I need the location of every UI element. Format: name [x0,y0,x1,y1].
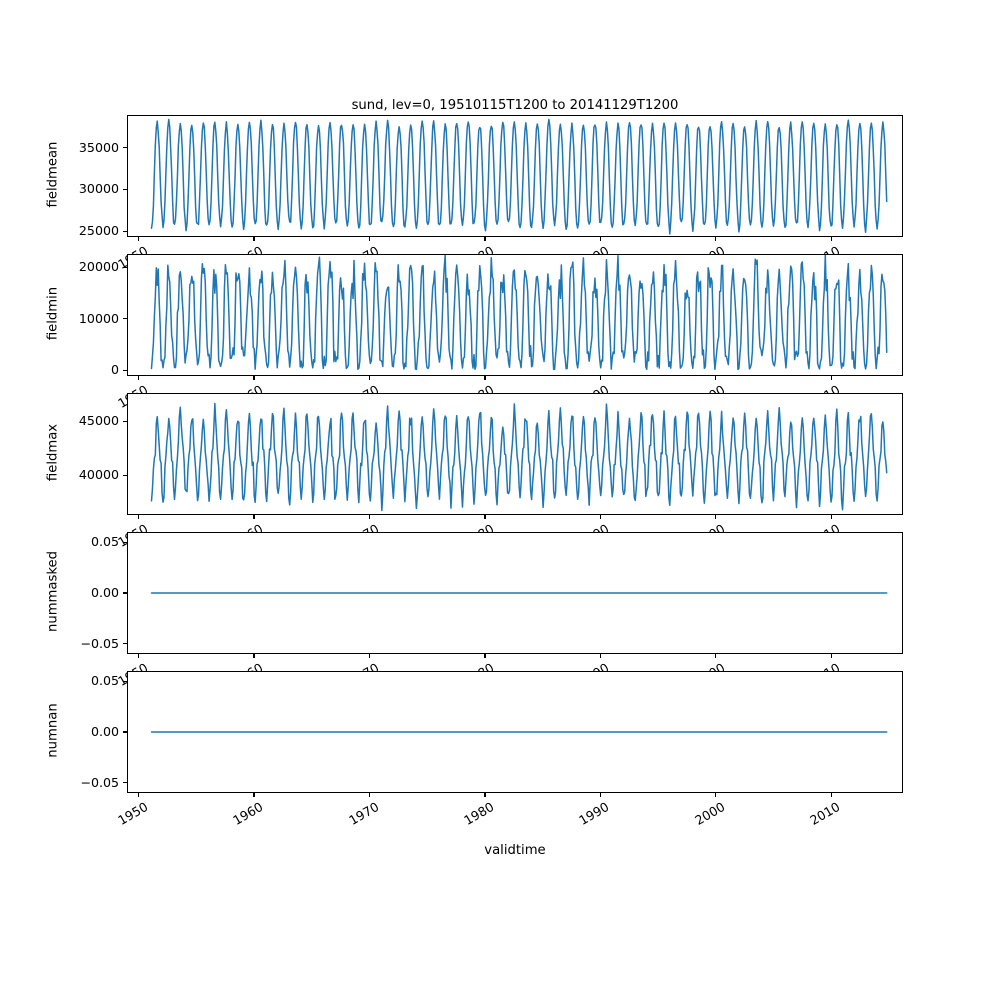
y-tick-label: 45000 [78,413,119,429]
x-tick-mark [830,515,832,519]
x-tick-mark [830,793,832,797]
x-axis-label: validtime [484,843,546,858]
y-axis-label-numnan: numnan [45,703,61,758]
subplot-fieldmean [127,115,903,237]
y-tick-mark [123,369,127,371]
x-tick-mark [484,793,486,797]
y-tick-mark [123,680,127,682]
y-tick-mark [123,731,127,733]
x-tick-mark [484,515,486,519]
x-tick-mark [715,376,717,380]
y-tick-mark [123,541,127,543]
x-tick-mark [137,515,140,519]
x-tick-mark [137,376,140,380]
x-tick-mark [137,793,140,797]
x-tick-mark [599,793,601,797]
x-tick-label: 1970 [345,799,381,829]
y-tick-mark [123,782,127,784]
x-tick-mark [830,237,832,241]
y-tick-mark [123,188,127,190]
x-tick-mark [368,376,371,380]
y-tick-mark [123,420,127,422]
y-tick-label: 40000 [78,467,119,483]
data-line-fieldmin [150,255,888,371]
x-tick-mark [830,376,832,380]
x-tick-mark [253,376,255,380]
subplot-numnan [127,671,903,793]
y-tick-mark [123,474,127,476]
y-tick-mark [123,592,127,594]
x-tick-mark [253,793,255,797]
x-tick-mark [137,654,140,658]
x-tick-label: 1990 [576,799,612,829]
y-axis-label-fieldmean: fieldmean [45,141,61,208]
x-tick-mark [484,654,486,658]
subplot-fieldmax [127,393,903,515]
y-tick-label: 0 [110,362,119,378]
x-tick-mark [599,237,601,241]
y-tick-label: 0.00 [90,724,119,739]
x-tick-mark [368,654,371,658]
y-tick-mark [123,147,127,149]
x-tick-mark [253,515,255,519]
x-tick-mark [830,654,832,658]
y-axis-label-nummasked: nummasked [45,551,61,633]
y-tick-label: −0.05 [80,635,119,651]
y-tick-label: 10000 [78,310,119,326]
y-axis-label-fieldmax: fieldmax [45,423,61,482]
x-tick-mark [715,237,717,241]
x-tick-mark [715,654,717,658]
data-line-fieldmean [150,118,888,235]
y-tick-label: −0.05 [80,774,119,790]
data-line-fieldmax [150,402,888,512]
x-tick-mark [599,515,601,519]
y-tick-mark [123,266,127,268]
y-tick-mark [123,318,127,320]
x-tick-mark [368,793,371,797]
x-tick-mark [253,237,255,241]
y-tick-label: 0.00 [90,585,119,600]
figure-title: sund, lev=0, 19510115T1200 to 20141129T1… [351,98,679,113]
x-tick-mark [599,654,601,658]
x-tick-mark [368,237,371,241]
x-tick-mark [484,376,486,380]
y-tick-label: 0.05 [90,673,119,689]
subplot-nummasked [127,532,903,654]
x-tick-label: 1950 [114,799,151,829]
x-tick-label: 2000 [692,799,728,829]
y-tick-label: 25000 [78,223,119,239]
y-tick-label: 35000 [78,139,119,155]
x-tick-mark [368,515,371,519]
y-tick-label: 20000 [78,259,119,275]
x-tick-mark [484,237,486,241]
x-tick-mark [715,515,717,519]
x-tick-mark [599,376,601,380]
y-axis-label-fieldmin: fieldmin [45,286,61,341]
y-tick-label: 0.05 [90,534,119,550]
x-tick-label: 1960 [230,799,266,829]
x-tick-mark [137,237,140,241]
y-tick-label: 30000 [78,181,119,197]
x-tick-mark [253,654,255,658]
x-tick-label: 1980 [461,799,497,829]
y-tick-mark [123,643,127,645]
subplot-fieldmin [127,254,903,376]
y-tick-mark [123,230,127,232]
x-tick-label: 2010 [807,799,843,829]
x-tick-mark [715,793,717,797]
